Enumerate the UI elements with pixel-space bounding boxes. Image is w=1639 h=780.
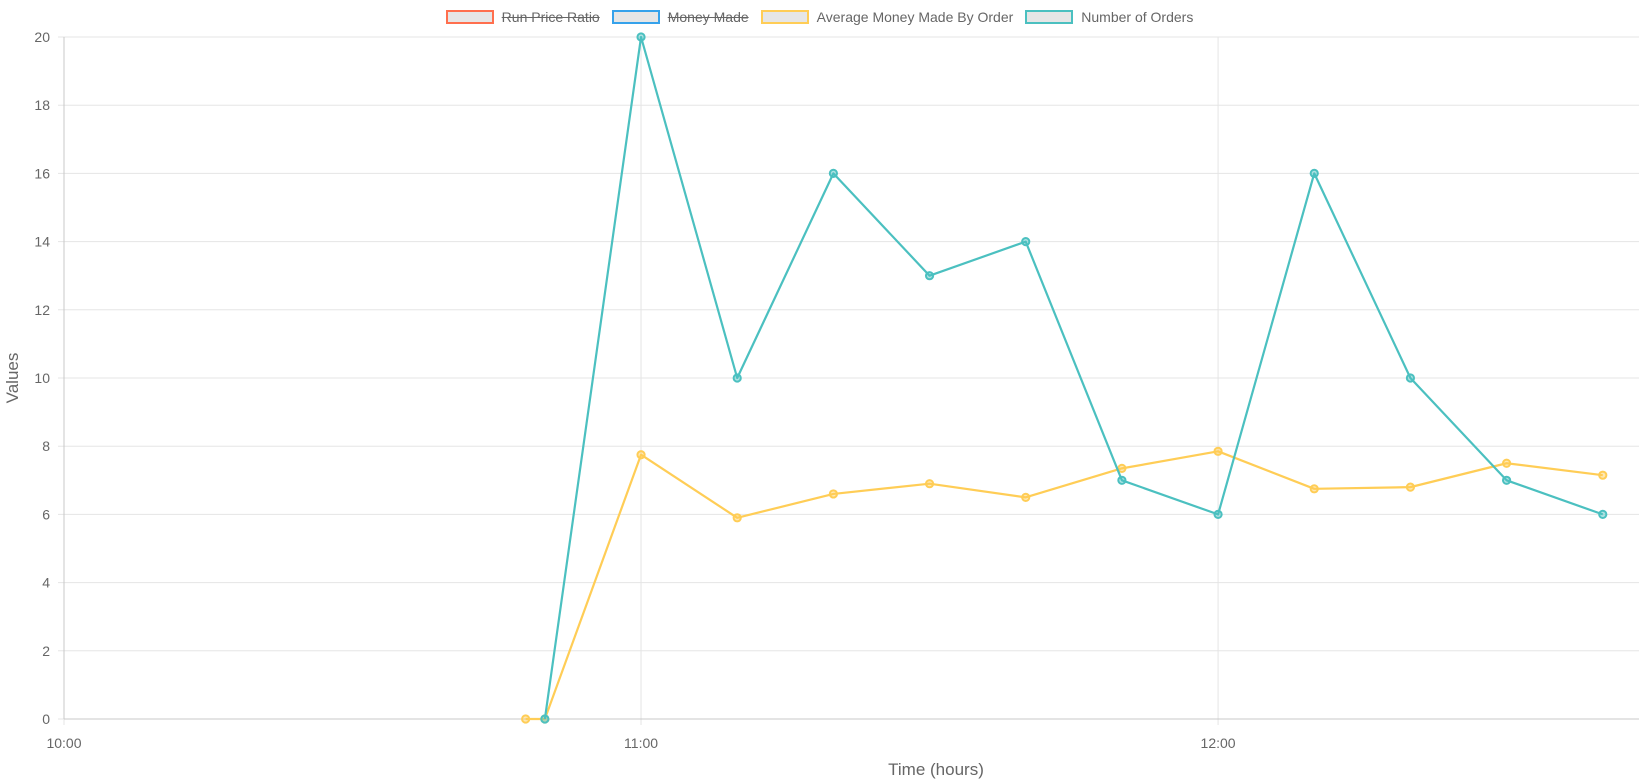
legend-swatch [445, 10, 494, 24]
x-tick-label: 10:00 [46, 735, 81, 751]
y-tick-label: 8 [42, 438, 50, 454]
data-point-average-money-made-by-order[interactable] [1309, 484, 1319, 494]
y-tick-label: 16 [34, 165, 50, 181]
legend-label: Number of Orders [1081, 9, 1194, 25]
legend-swatch [1025, 10, 1074, 24]
data-point-average-money-made-by-order[interactable] [924, 479, 935, 489]
y-tick-label: 14 [34, 234, 50, 250]
data-point-average-money-made-by-order[interactable] [521, 714, 531, 724]
data-point-average-money-made-by-order[interactable] [1213, 446, 1223, 456]
legend-item-money-made[interactable]: Money Made [611, 9, 749, 25]
legend-label: Average Money Made By Order [816, 9, 1014, 25]
data-point-number-of-orders[interactable] [732, 373, 742, 383]
axes: 0 2 4 6 8 10 12 14 16 18 20 10:00 11:00 12:00 [34, 29, 1639, 751]
data-point-number-of-orders[interactable] [1501, 475, 1512, 485]
x-tick-label: 11:00 [624, 735, 658, 751]
legend-label: Run Price Ratio [501, 9, 600, 25]
legend-swatch [611, 10, 660, 24]
y-tick-label: 0 [42, 711, 50, 727]
data-point-average-money-made-by-order[interactable] [1598, 470, 1608, 480]
data-point-average-money-made-by-order[interactable] [828, 489, 838, 499]
y-tick-label: 20 [34, 29, 50, 45]
data-point-average-money-made-by-order[interactable] [1021, 492, 1031, 502]
data-point-number-of-orders[interactable] [1213, 509, 1223, 520]
data-point-number-of-orders[interactable] [828, 168, 838, 178]
y-tick-label: 4 [42, 575, 50, 591]
series-line-number-of-orders [543, 35, 1604, 720]
data-point-number-of-orders[interactable] [636, 32, 646, 42]
data-point-number-of-orders[interactable] [1309, 168, 1319, 178]
series-layer [521, 32, 1608, 724]
data-point-number-of-orders[interactable] [1117, 475, 1127, 485]
data-point-number-of-orders[interactable] [924, 271, 935, 281]
legend-item-run-price-ratio[interactable]: Run Price Ratio [445, 9, 600, 25]
y-tick-label: 12 [34, 302, 50, 318]
legend-item-number-of-orders[interactable]: Number of Orders [1025, 9, 1193, 25]
x-tick-label: 12:00 [1201, 735, 1236, 751]
grid-lines [58, 36, 1639, 725]
y-tick-label: 6 [42, 506, 50, 522]
data-point-number-of-orders[interactable] [1405, 373, 1416, 383]
x-axis-title: Time (hours) [888, 760, 984, 779]
data-point-average-money-made-by-order[interactable] [732, 513, 742, 523]
y-tick-label: 18 [34, 97, 50, 113]
data-point-average-money-made-by-order[interactable] [1405, 482, 1416, 492]
y-axis-title: Values [3, 353, 22, 404]
chart-legend: Run Price Ratio Money Made Average Money M… [0, 7, 1639, 27]
data-point-average-money-made-by-order[interactable] [1117, 463, 1127, 473]
series-line-average-money-made-by-order [525, 450, 1603, 721]
data-point-number-of-orders[interactable] [1598, 509, 1608, 520]
legend-label: Money Made [667, 9, 749, 25]
data-point-average-money-made-by-order[interactable] [1501, 458, 1512, 468]
y-tick-label: 10 [34, 370, 50, 386]
y-tick-label: 2 [42, 643, 50, 659]
data-point-average-money-made-by-order[interactable] [636, 450, 646, 460]
legend-swatch [760, 10, 809, 24]
data-point-number-of-orders[interactable] [540, 714, 550, 724]
data-point-number-of-orders[interactable] [1021, 237, 1031, 247]
legend-item-average-money-made-by-order[interactable]: Average Money Made By Order [760, 9, 1014, 25]
